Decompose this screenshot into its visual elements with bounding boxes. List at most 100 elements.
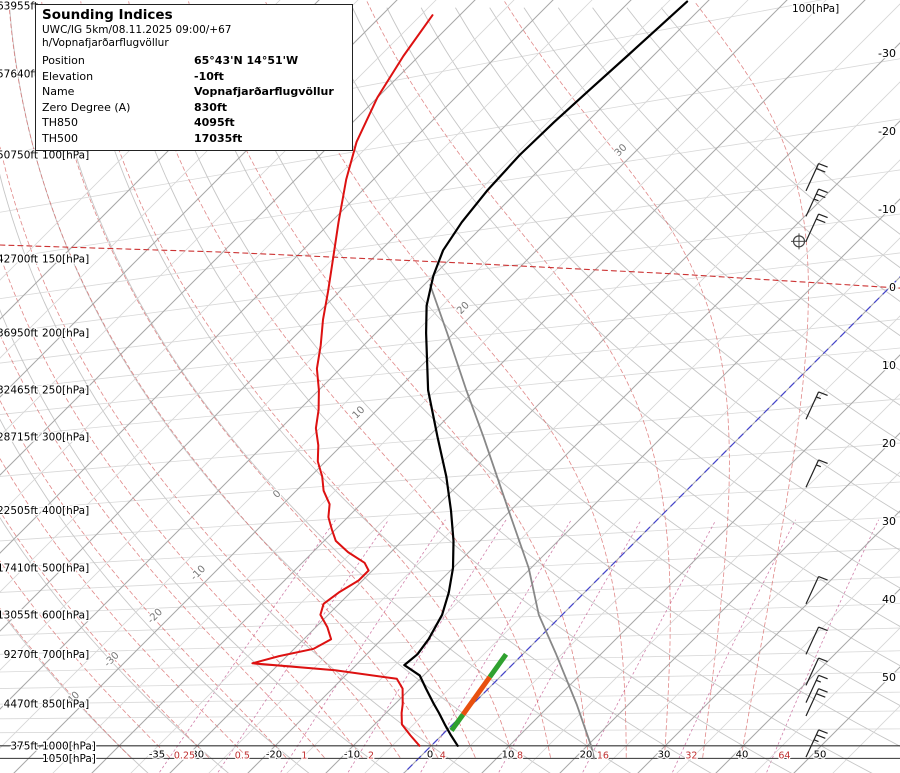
dewpoint-curve xyxy=(251,14,434,747)
thermal-stripe-segment xyxy=(461,675,492,716)
left-axis-feet-label: 22505ft xyxy=(0,505,38,517)
bottom-axis-temp-label: 0 xyxy=(427,750,433,761)
index-row: Zero Degree (A) 830ft xyxy=(42,100,346,116)
wind-barb xyxy=(805,391,828,420)
left-axis-feet-label: 63955ft xyxy=(0,1,38,13)
bottom-axis-temp-label: 30 xyxy=(658,750,671,761)
bottom-mixing-ratio-label: 4 xyxy=(440,751,446,762)
right-axis-temp-label: 20 xyxy=(882,437,896,450)
right-axis-temp-label: -10 xyxy=(878,203,896,216)
right-axis-temp-label: 30 xyxy=(882,515,896,528)
sounding-indices-panel: Sounding Indices UWC/IG 5km/08.11.2025 0… xyxy=(35,4,353,151)
left-axis-feet-label: 32465ft xyxy=(0,385,38,397)
right-axis-temp-label: 0 xyxy=(889,281,896,294)
right-axis-temp-label: 40 xyxy=(882,593,896,606)
wind-barb xyxy=(805,459,828,488)
bottom-axis-temp-label: 40 xyxy=(736,750,749,761)
temperature-curve xyxy=(403,0,689,747)
wind-barbs xyxy=(805,163,828,758)
left-axis-pressure-label: 400[hPa] xyxy=(42,505,89,517)
wind-barb xyxy=(805,674,828,703)
bottom-mixing-ratio-label: 2 xyxy=(368,751,374,762)
left-axis-pressure-label: 300[hPa] xyxy=(42,431,89,443)
left-axis-pressure-label: 850[hPa] xyxy=(42,699,89,711)
right-axis-temp-label: 10 xyxy=(882,359,896,372)
wind-barb xyxy=(805,657,828,686)
wind-barb xyxy=(805,626,828,655)
indices-table: Position 65°43'N 14°51'W Elevation -10ft Nam… xyxy=(42,53,346,146)
left-axis-pressure-label: 200[hPa] xyxy=(42,327,89,339)
left-axis-feet-label: 28715ft xyxy=(0,431,38,443)
panel-title: Sounding Indices xyxy=(42,7,173,23)
svg-text:-10: -10 xyxy=(189,564,208,583)
bottom-mixing-ratio-label: 0.5 xyxy=(235,751,250,762)
left-axis-feet-label: 50750ft xyxy=(0,150,38,162)
left-axis-pressure-label: 250[hPa] xyxy=(42,385,89,397)
wind-barb xyxy=(805,688,828,717)
svg-text:30: 30 xyxy=(613,142,630,159)
bottom-axis-temp-label: -10 xyxy=(344,750,360,761)
index-row: Elevation -10ft xyxy=(42,69,346,85)
thermal-stripe xyxy=(449,652,509,732)
bottom-axis-temp-label: -35 xyxy=(149,750,165,761)
reference-parcel-curve xyxy=(429,284,595,760)
left-axis-feet-label: 9270ft xyxy=(4,649,38,661)
svg-text:10: 10 xyxy=(351,404,368,421)
svg-text:20: 20 xyxy=(455,300,472,317)
mixing-ratio-lines xyxy=(159,519,879,773)
svg-text:-20: -20 xyxy=(146,607,165,626)
bottom-axis-temp-label: 10 xyxy=(502,750,515,761)
left-axis-feet-label: 13055ft xyxy=(0,609,38,621)
wind-barb xyxy=(805,575,828,605)
index-value: 17035ft xyxy=(194,131,243,145)
index-row: Name Vopnafjarðarflugvöllur xyxy=(42,84,346,100)
left-axis-pressure-label: 1050[hPa] xyxy=(42,753,96,765)
left-axis-feet-label: 17410ft xyxy=(0,562,38,574)
bottom-mixing-ratio-label: 64 xyxy=(778,751,790,762)
index-row: TH500 17035ft xyxy=(42,131,346,147)
left-axis-feet-label: 4470ft xyxy=(4,699,38,711)
index-label: Position xyxy=(42,54,85,67)
thermal-stripe-segment xyxy=(449,713,466,732)
index-value: -10ft xyxy=(194,69,224,83)
left-axis-feet-label: 42700ft xyxy=(0,254,38,266)
index-label: Zero Degree (A) xyxy=(42,100,131,114)
wind-barb xyxy=(805,163,828,192)
bottom-axis-temp-label: 20 xyxy=(580,750,593,761)
left-axis-feet-label: 57640ft xyxy=(0,69,38,81)
index-label: Name xyxy=(42,85,75,98)
left-axis-pressure-label: 600[hPa] xyxy=(42,609,89,621)
bottom-mixing-ratio-label: 8 xyxy=(517,751,523,762)
index-value: 4095ft xyxy=(194,116,235,129)
svg-text:-30: -30 xyxy=(102,650,121,669)
right-axis-temp-label: -30 xyxy=(878,47,896,60)
bottom-axis-temp-label: -20 xyxy=(266,750,282,761)
wind-barb xyxy=(805,213,828,242)
index-row: TH850 4095ft xyxy=(42,115,346,131)
thermal-stripe-segment xyxy=(487,652,509,679)
bottom-mixing-ratio-label: 1 xyxy=(301,751,307,762)
bottom-mixing-ratio-label: 32 xyxy=(685,751,697,762)
index-value: 65°43'N 14°51'W xyxy=(194,54,299,67)
wind-barb xyxy=(805,729,828,758)
left-axis-pressure-label: 150[hPa] xyxy=(42,254,89,266)
station-marker xyxy=(791,233,807,250)
index-label: Elevation xyxy=(42,69,94,83)
right-axis-temp-label: 50 xyxy=(882,671,896,684)
model-run-line: UWC/IG 5km/08.11.2025 09:00/+67 h/Vopnaf… xyxy=(42,24,232,49)
left-axis-pressure-label: 700[hPa] xyxy=(42,649,89,661)
index-label: TH850 xyxy=(42,116,78,129)
wind-barb xyxy=(805,188,828,217)
bottom-axis-temp-label: 50 xyxy=(814,750,827,761)
bottom-axis-temp-label: -30 xyxy=(188,750,204,761)
left-axis-feet-label: 36950ft xyxy=(0,327,38,339)
bottom-mixing-ratio-label: 0.25 xyxy=(174,751,195,762)
left-axis-pressure-label: 100[hPa] xyxy=(42,150,89,162)
left-axis-pressure-label: 1000[hPa] xyxy=(42,740,96,752)
right-axis-temp-label: -20 xyxy=(878,125,896,138)
left-axis-feet-label: 375ft xyxy=(10,740,38,752)
